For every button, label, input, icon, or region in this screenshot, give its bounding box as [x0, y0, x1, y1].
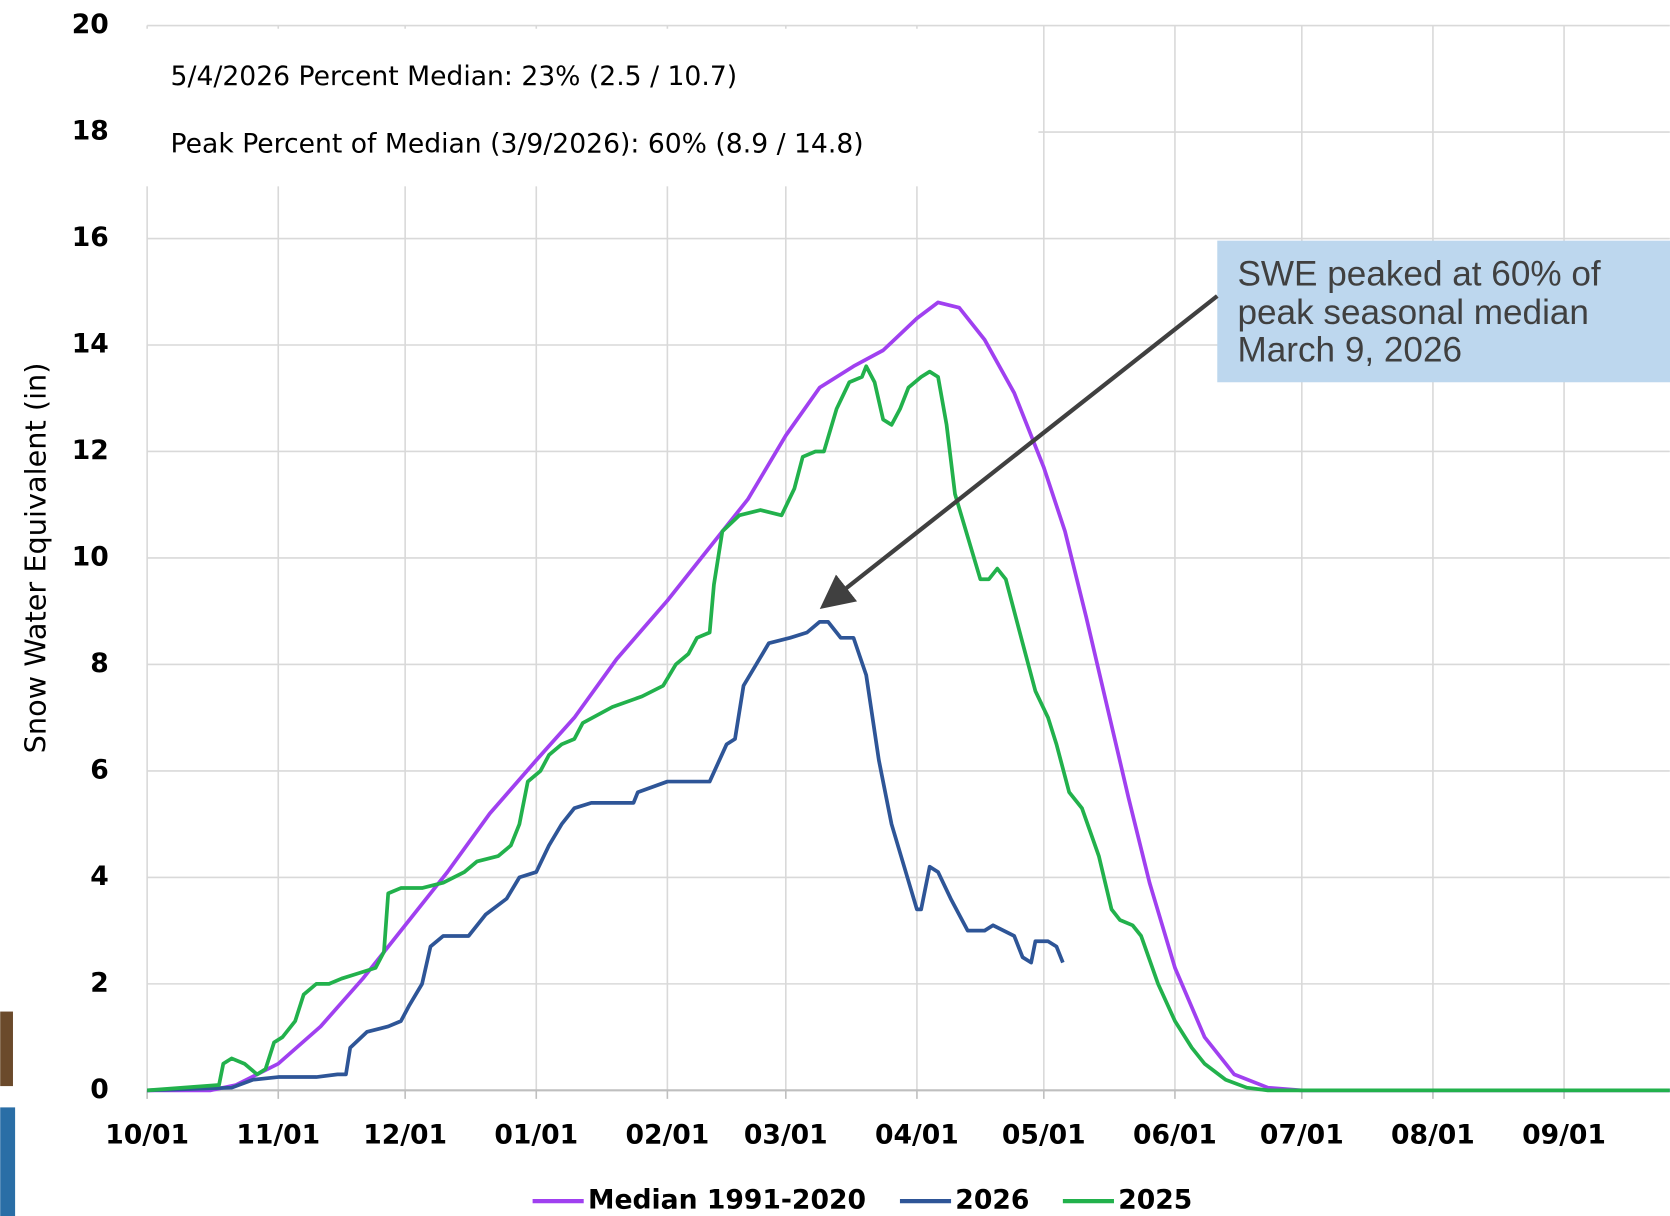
- x-tick-label: 12/01: [363, 1120, 447, 1151]
- series-line: [147, 619, 1065, 1093]
- plot-lines: [147, 300, 1670, 1093]
- note: 5/4/2026 Percent Median: 23% (2.5 / 10.7…: [171, 61, 738, 92]
- legend: Median 1991-2020 2026 2025: [532, 1185, 1192, 1216]
- y-tick-label: 14: [72, 328, 109, 359]
- x-tick-label: 06/01: [1133, 1120, 1217, 1151]
- y-tick-label: 8: [90, 648, 109, 679]
- y-tick-label: 20: [72, 9, 109, 40]
- logo-fragment: [0, 1011, 13, 1087]
- legend-label: 2026: [955, 1185, 1029, 1216]
- x-tick-label: 11/01: [236, 1120, 320, 1151]
- x-tick-label: 08/01: [1391, 1120, 1475, 1151]
- legend-label: Median 1991-2020: [588, 1185, 866, 1216]
- x-tick-label: 09/01: [1522, 1120, 1606, 1151]
- note: Peak Percent of Median (3/9/2026): 60% (…: [171, 128, 864, 159]
- legend-label: 2025: [1118, 1185, 1192, 1216]
- y-tick-label: 16: [72, 222, 109, 253]
- x-tick-label: 03/01: [744, 1120, 828, 1151]
- x-tick-label: 01/01: [494, 1120, 578, 1151]
- y-tick-label: 2: [90, 967, 109, 998]
- x-tick-label: 07/01: [1260, 1120, 1344, 1151]
- y-tick-label: 0: [90, 1074, 109, 1105]
- x-tick-label: 02/01: [625, 1120, 709, 1151]
- x-tick-label: 05/01: [1002, 1120, 1086, 1151]
- y-tick-label: 6: [90, 754, 109, 785]
- notes-box: [143, 28, 1039, 187]
- y-tick-label: 12: [72, 435, 109, 466]
- series-line: [147, 364, 1670, 1093]
- annotation: peak seasonal median: [1237, 293, 1589, 332]
- y-tick-label: 18: [72, 116, 109, 147]
- grid: [146, 24, 1670, 1099]
- logo-fragment: [0, 1107, 16, 1216]
- y-tick-label: 4: [90, 861, 109, 892]
- annotation-arrow: [819, 294, 1219, 610]
- y-tick-label: 10: [72, 541, 109, 572]
- annotation: SWE peaked at 60% of: [1237, 255, 1600, 294]
- annotation: March 9, 2026: [1237, 330, 1462, 369]
- series-line: [147, 300, 1670, 1093]
- x-tick-label: 10/01: [105, 1120, 189, 1151]
- annotation-box: [1217, 240, 1670, 383]
- y-axis-label: Snow Water Equivalent (in): [18, 363, 52, 754]
- x-tick-label: 04/01: [875, 1120, 959, 1151]
